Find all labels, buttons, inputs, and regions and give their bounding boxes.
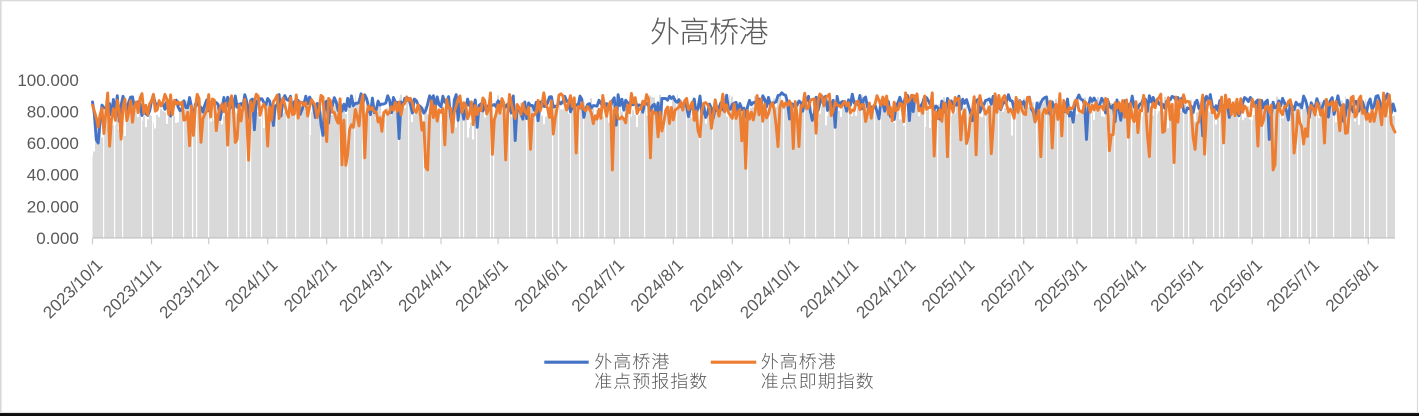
svg-text:100.000: 100.000 [17, 71, 78, 90]
svg-text:60.000: 60.000 [27, 134, 79, 153]
svg-text:0.000: 0.000 [36, 229, 79, 248]
svg-text:80.000: 80.000 [27, 103, 79, 122]
svg-text:20.000: 20.000 [27, 197, 79, 216]
svg-text:40.000: 40.000 [27, 166, 79, 185]
